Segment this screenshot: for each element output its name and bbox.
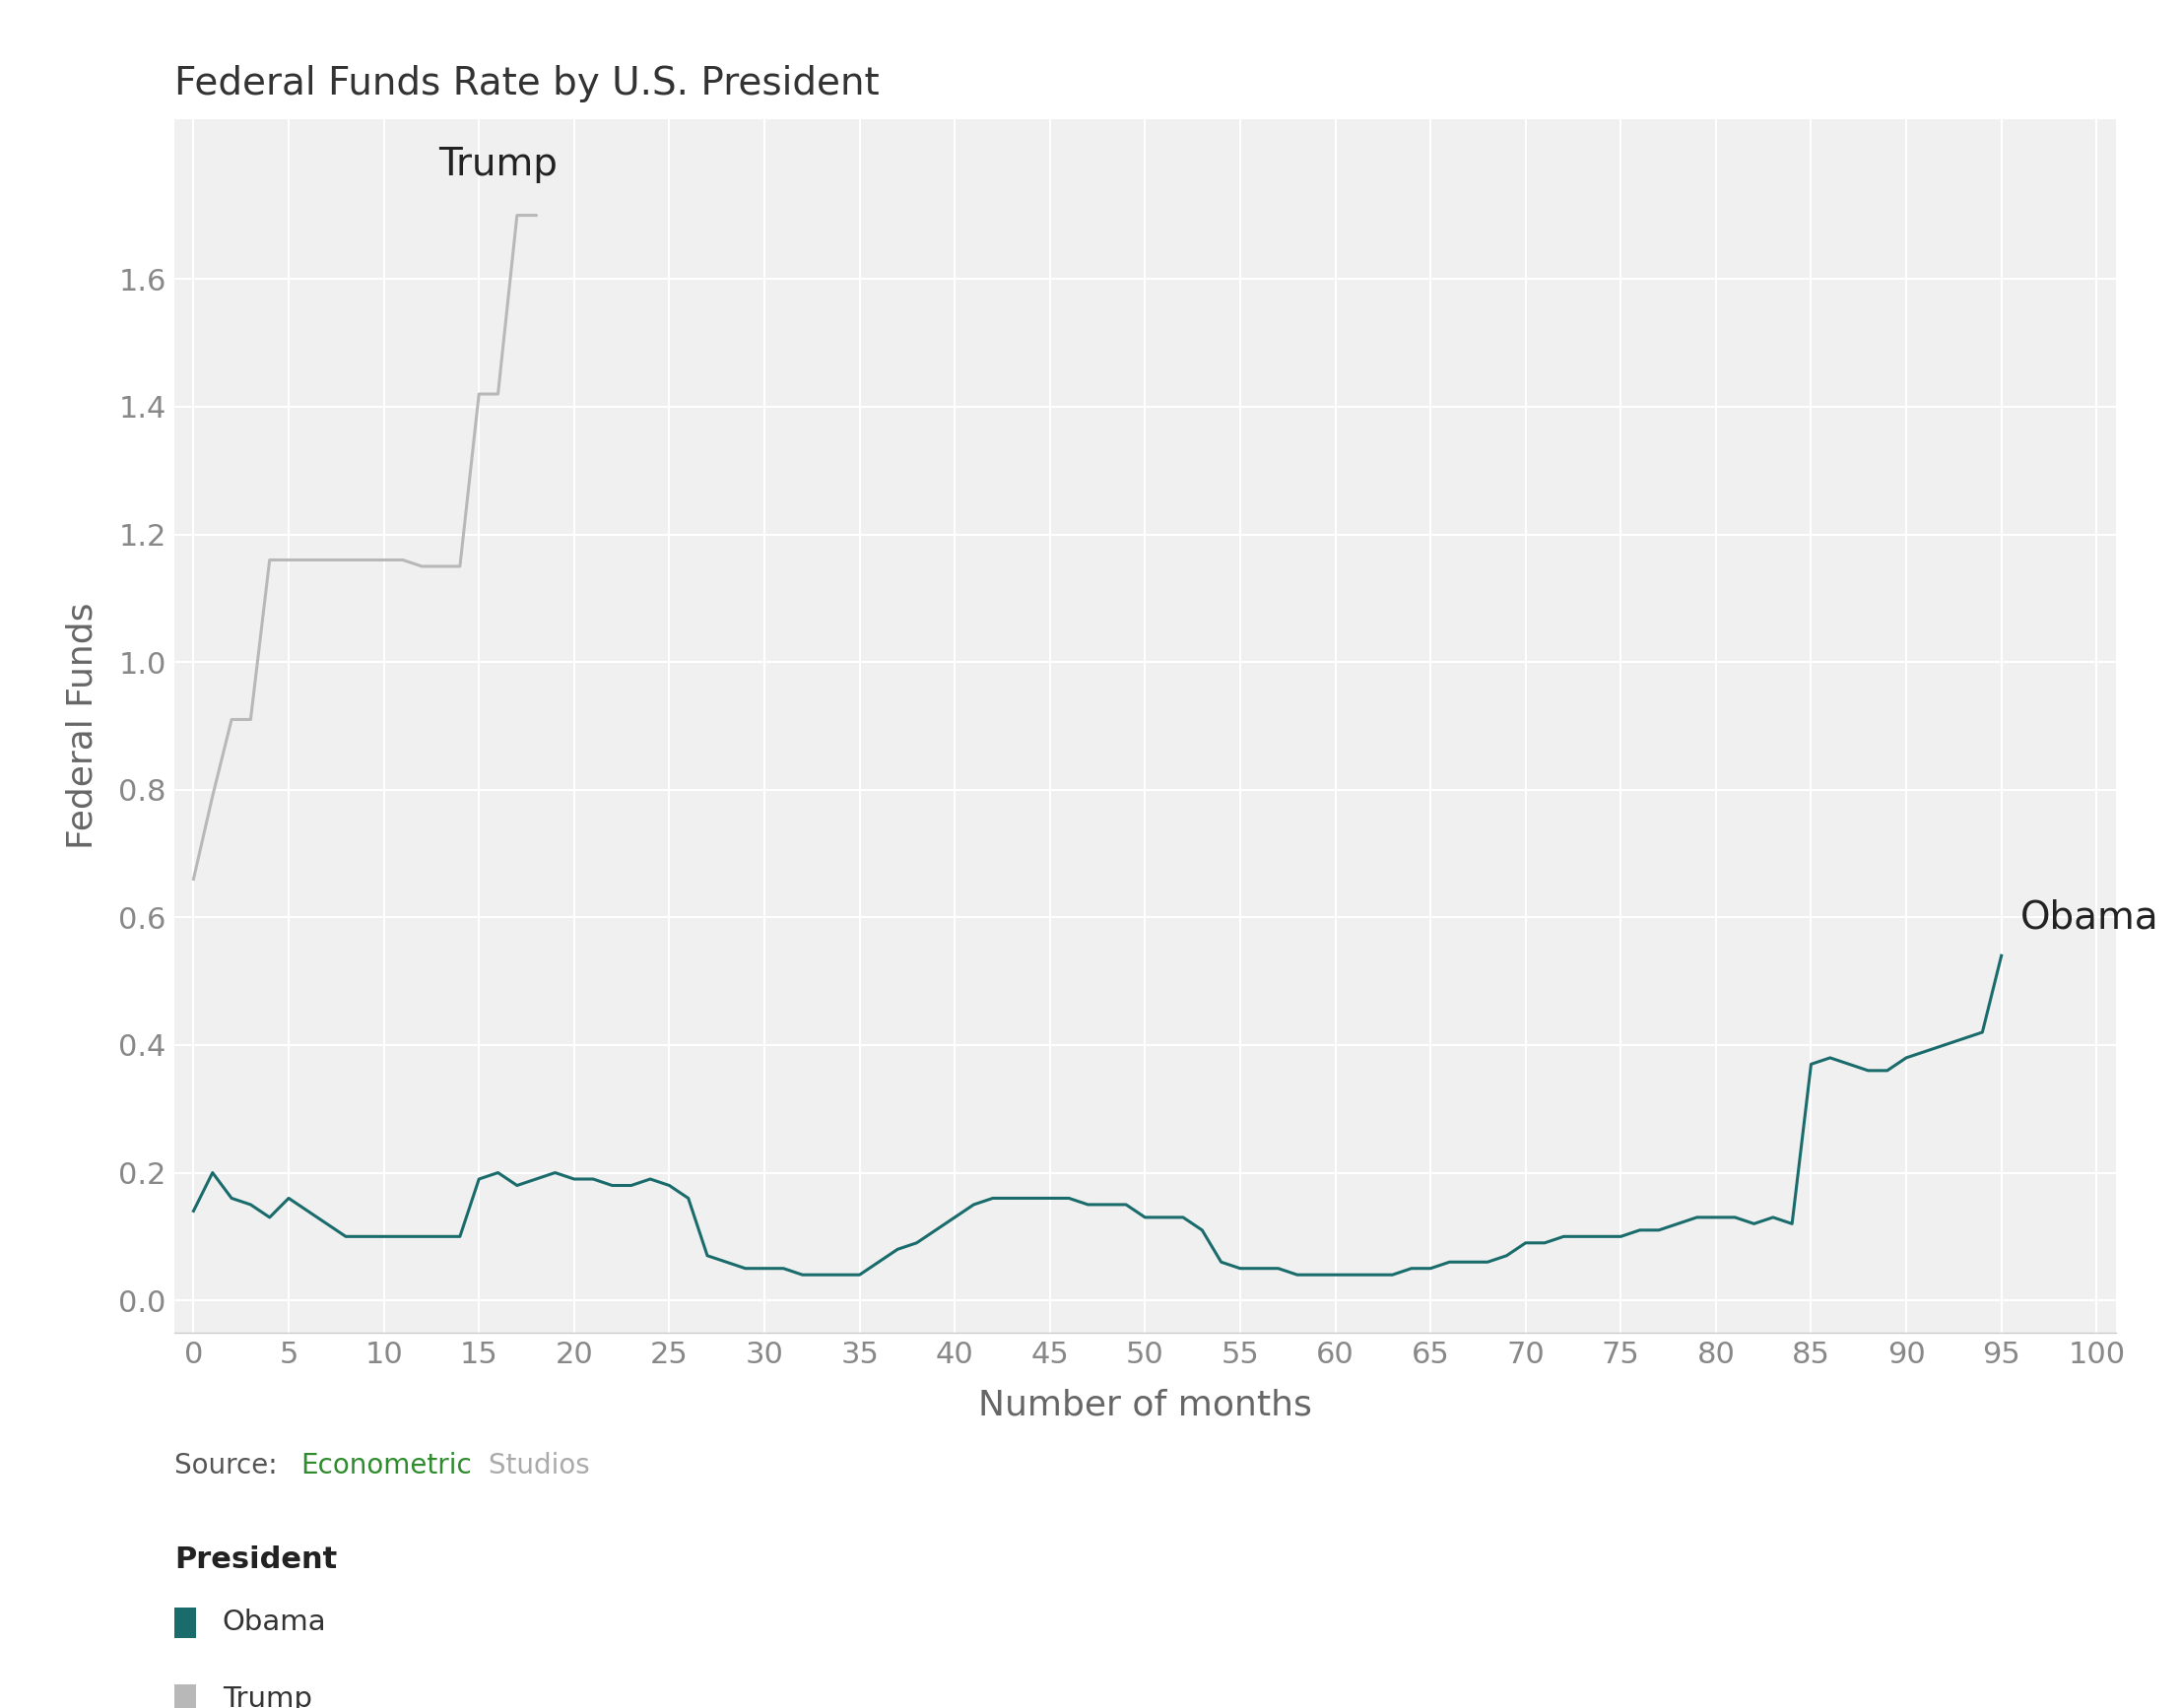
Text: Federal Funds Rate by U.S. President: Federal Funds Rate by U.S. President — [174, 65, 879, 102]
Text: Obama: Obama — [2020, 898, 2159, 936]
Text: Trump: Trump — [438, 145, 558, 183]
Text: Studios: Studios — [480, 1452, 589, 1479]
Y-axis label: Federal Funds: Federal Funds — [65, 603, 100, 849]
Text: President: President — [174, 1546, 338, 1575]
Text: Econometric: Econometric — [301, 1452, 471, 1479]
Text: Trump: Trump — [222, 1686, 312, 1708]
X-axis label: Number of months: Number of months — [977, 1389, 1313, 1421]
Text: Source:: Source: — [174, 1452, 286, 1479]
Text: Obama: Obama — [222, 1609, 327, 1636]
